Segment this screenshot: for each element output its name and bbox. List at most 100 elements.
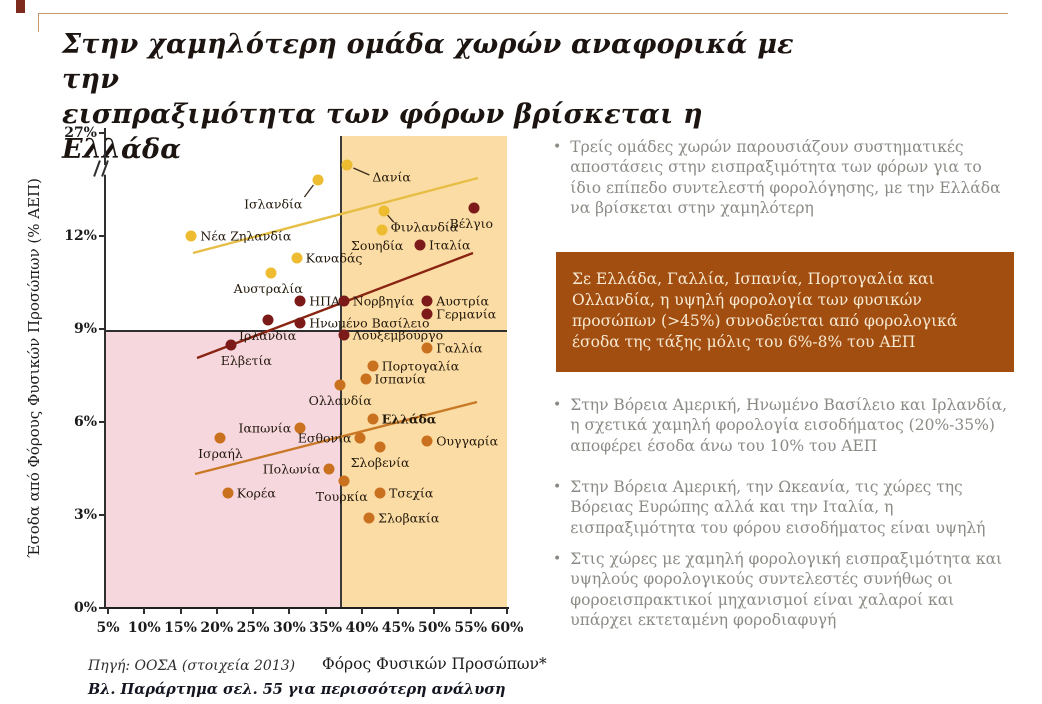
data-point [374,487,386,499]
bullet-glyph [553,137,561,219]
bullet-glyph [553,395,561,456]
data-point [222,487,234,499]
data-point-label: Γερμανία [436,306,497,321]
x-tick-label: 55% [454,620,488,636]
bullet-text-3: Στην Βόρεια Αμερική, την Ωκεανία, τις χώ… [570,478,986,537]
data-point-label: Ουγγαρία [436,433,499,449]
data-point-label: Βέλγιο [449,216,494,232]
data-point-label: Ολλανδία [308,392,372,408]
label-connector [303,184,314,198]
data-point [354,432,366,443]
x-tick-mark [252,608,255,614]
x-tick-label: 60% [490,620,524,636]
data-point-label: Σλοβακία [378,510,440,526]
data-point [376,224,388,236]
data-point-label: Κορέα [236,485,276,501]
data-point-label: Πολωνία [262,461,321,476]
data-point [341,159,353,171]
corner-accent-block [16,0,25,13]
bullet-text-4: Στις χώρες με χαμηλή φορολογική εισπραξι… [570,550,1003,630]
data-point [421,295,433,307]
data-point [334,379,346,391]
slide-title-line2: εισπραξιμότητα των φόρων βρίσκεται η Ελλ… [62,99,703,166]
data-point [378,205,390,217]
data-point-label: ΗΠΑ [309,293,341,309]
x-tick-label: 50% [418,620,451,636]
revenue-9pct-divider-line [105,330,507,332]
bullet-item-4: Στις χώρες με χαμηλή φορολογική εισπραξι… [553,549,1017,631]
x-tick-label: 40% [345,620,379,636]
data-point [291,252,303,264]
data-point [414,239,426,251]
y-tick-mark [99,132,105,134]
data-point-label: Πορτογαλία [381,358,460,374]
x-tick-label: 25% [236,620,270,636]
data-point [468,202,480,214]
data-point [367,413,379,425]
x-tick-label: 45% [381,620,415,636]
bullet-text-2: Στην Βόρεια Αμερική, Ηνωμένο Βασίλειο κα… [570,396,1008,455]
data-point-label: Τσεχία [389,485,434,501]
tax-37pct-divider-line [340,136,342,608]
data-point-label: Φινλανδία [390,219,459,235]
x-tick-mark [360,608,363,614]
slide-title: Στην χαμηλότερη ομάδα χωρών αναφορικά με… [62,27,822,167]
x-axis-title: Φόρος Φυσικών Προσώπων* [322,655,547,673]
x-tick-label: 20% [200,620,234,636]
data-point-label: Εσθονία [297,430,352,445]
data-point-label: Ελβετία [220,352,272,368]
data-point [374,441,386,453]
x-tick-mark [324,608,327,614]
y-tick-mark [99,514,105,516]
data-point-label: Ισραήλ [198,445,243,461]
data-point-label: Νορβηγία [352,293,415,309]
header-rule-corner [38,13,39,32]
y-axis-title: Έσοδα από Φόρους Φυσικών Προσώπων (% ΑΕΠ… [25,178,43,558]
data-point-label: Ιταλία [428,237,471,253]
x-tick-mark [215,608,218,614]
data-point [185,230,197,242]
bullet-glyph [553,477,561,538]
y-tick-label: 12% [64,228,97,244]
y-tick-label: 0% [73,600,97,616]
data-point-label: Λουξεμβούργο [352,327,444,343]
source-note: Πηγή: ΟΟΣΑ (στοιχεία 2013) [88,658,296,674]
data-point [225,339,237,350]
x-axis-line [104,607,509,609]
y-tick-mark [99,421,105,423]
y-tick-label: 6% [73,414,97,430]
data-point [421,342,433,354]
y-tick-label: 27% [64,125,97,141]
x-tick-mark [143,608,146,614]
data-point-label: Ιαπωνία [238,420,292,436]
y-axis-line [104,128,106,608]
bullet-item-3: Στην Βόρεια Αμερική, την Ωκεανία, τις χώ… [553,477,1017,538]
data-point-label: Ισλανδία [244,196,303,212]
data-point-label: Δανία [372,169,411,185]
data-point-label: Ιρλανδία [239,327,297,343]
data-point-label: Καναδάς [305,250,363,266]
data-point [312,174,324,186]
bullet-text-1: Τρείς ομάδες χωρών παρουσιάζουν συστηματ… [570,138,1001,218]
data-point [421,435,433,447]
data-point-label: Σλοβενία [350,454,410,470]
bullet-item-2: Στην Βόρεια Αμερική, Ηνωμένο Βασίλειο κα… [553,395,1017,456]
slide-title-line1: Στην χαμηλότερη ομάδα χωρών αναφορικά με… [62,29,794,96]
data-point [294,295,306,307]
data-point [367,360,379,372]
x-tick-mark [506,608,508,614]
data-point [338,475,350,487]
data-point-label: Τουρκία [315,488,368,504]
bullet-item-1: Τρείς ομάδες χωρών παρουσιάζουν συστηματ… [553,137,1017,219]
data-point [262,314,274,326]
y-tick-label: 3% [73,507,97,523]
x-tick-mark [107,608,109,614]
y-tick-mark [99,607,105,609]
x-tick-mark [469,608,472,614]
x-tick-mark [397,608,400,614]
data-point [214,432,226,443]
data-point-label: Ελλάδα [381,411,437,427]
x-tick-label: 15% [164,620,197,636]
data-point-label: Ισπανία [374,371,426,387]
